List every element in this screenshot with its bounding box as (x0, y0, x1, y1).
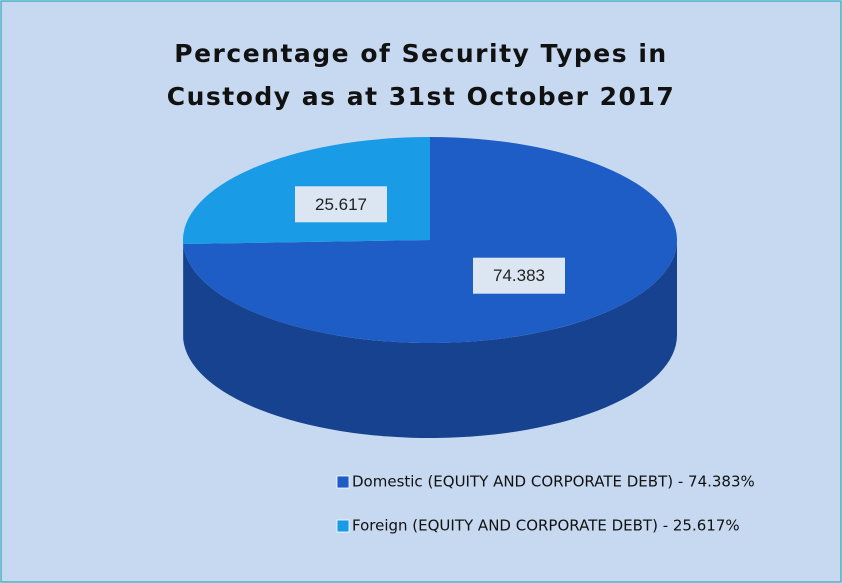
data-label: 74.383 (493, 266, 545, 285)
pie: 74.383 25.617 (182, 137, 678, 439)
legend-swatch (336, 519, 350, 533)
legend-label: Domestic (EQUITY AND CORPORATE DEBT) - 7… (352, 473, 755, 491)
legend-label: Foreign (EQUITY AND CORPORATE DEBT) - 25… (352, 517, 740, 535)
data-label-box (294, 186, 387, 223)
data-label: 25.617 (315, 195, 367, 214)
pie-side (183, 240, 677, 439)
data-label-box (473, 257, 566, 294)
chart-title: Custody as at 31st October 2017 (167, 82, 676, 111)
legend: Domestic (EQUITY AND CORPORATE DEBT) - 7… (336, 473, 755, 535)
legend-swatch (336, 475, 350, 489)
chart-title: Percentage of Security Types in (174, 39, 667, 68)
